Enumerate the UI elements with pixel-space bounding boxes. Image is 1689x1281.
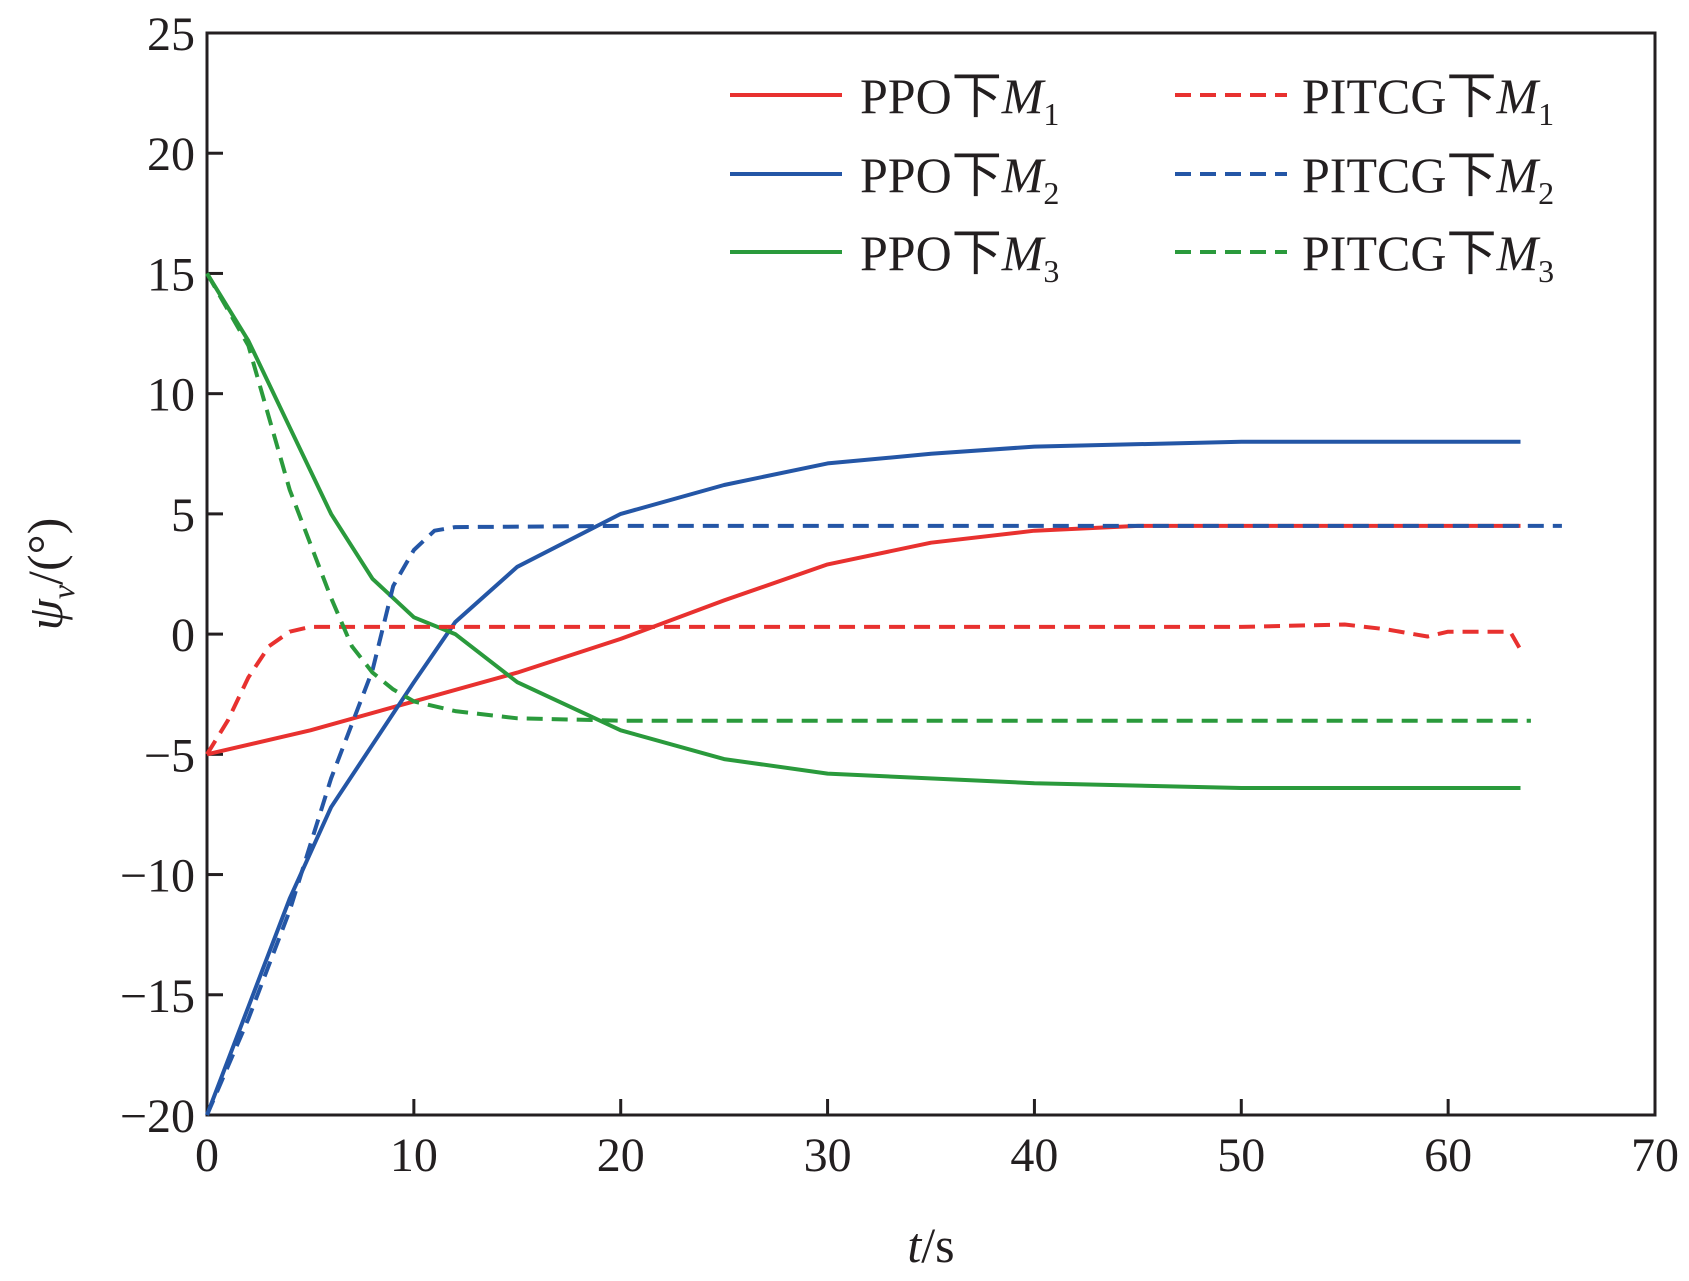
x-axis-title: t/s: [907, 1217, 954, 1273]
x-tick-label: 30: [804, 1129, 852, 1182]
y-tick-label: −10: [120, 850, 195, 903]
y-axis-ticks: −20 −15 −10 −5 0 5 10 15 20 25: [120, 8, 223, 1143]
series-line-6: [205, 272, 1531, 723]
legend-label-3: PPO下M3: [860, 225, 1059, 289]
legend-label-4: PITCG下M1: [1302, 68, 1554, 132]
x-tick-label: 60: [1424, 1129, 1472, 1182]
x-tick-label: 10: [390, 1129, 438, 1182]
x-tick-label: 0: [195, 1129, 219, 1182]
y-axis-sub: v: [45, 584, 81, 599]
y-axis-var: ψ: [17, 598, 73, 630]
y-tick-label: 15: [147, 248, 195, 301]
series-line-2: [205, 439, 1521, 1116]
x-tick-label: 40: [1010, 1129, 1058, 1182]
legend-label-6: PITCG下M3: [1302, 225, 1554, 289]
y-tick-label: 0: [171, 609, 195, 662]
x-tick-label: 70: [1631, 1129, 1679, 1182]
y-tick-label: −5: [144, 729, 195, 782]
legend-label-2: PPO下M2: [860, 147, 1059, 211]
y-tick-label: 20: [147, 128, 195, 181]
x-axis-ticks: 0 10 20 30 40 50 60 70: [195, 1099, 1679, 1182]
x-tick-label: 20: [597, 1129, 645, 1182]
series-layer: [205, 272, 1562, 1116]
y-tick-label: −20: [120, 1090, 195, 1143]
y-tick-label: −15: [120, 970, 195, 1023]
y-tick-label: 25: [147, 8, 195, 61]
series-line-4: [205, 622, 1525, 756]
y-tick-label: 10: [147, 369, 195, 422]
x-tick-label: 50: [1217, 1129, 1265, 1182]
legend-label-1: PPO下M1: [860, 68, 1059, 132]
y-tick-label: 5: [171, 489, 195, 542]
legend-label-5: PITCG下M2: [1302, 147, 1554, 211]
plot-frame: [205, 31, 1657, 1117]
series-line-3: [205, 272, 1521, 790]
x-axis-unit: /s: [921, 1217, 954, 1273]
y-axis-unit: /(°): [17, 518, 73, 585]
legend: PPO下M1 PPO下M2 PPO下M3 PITCG下M1 PITCG下M2 PITCG下…: [730, 68, 1554, 289]
x-axis-var: t: [907, 1217, 922, 1273]
y-axis-title: ψv/(°): [17, 518, 81, 630]
